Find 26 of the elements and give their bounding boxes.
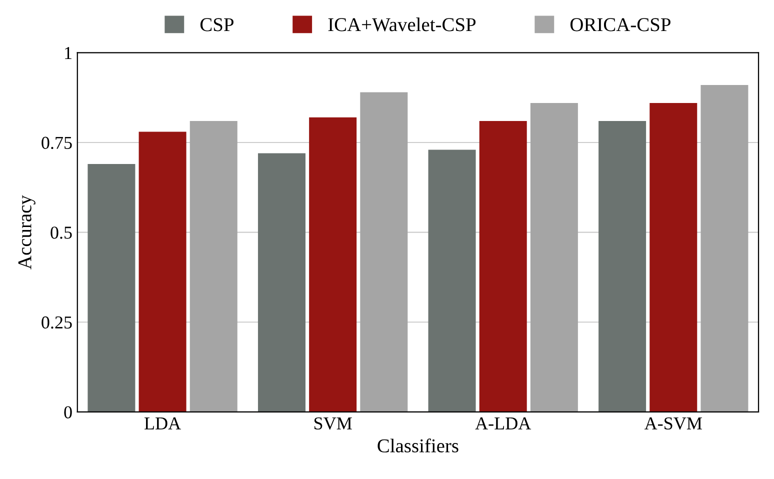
bar (650, 102, 698, 412)
x-tick-label: A-SVM (644, 417, 702, 430)
x-tick-label: LDA (144, 417, 181, 430)
bar (258, 153, 306, 412)
legend-label: ORICA-CSP (570, 18, 670, 32)
y-tick-label: 0.5 (50, 226, 72, 239)
legend-label: ICA+Wavelet-CSP (328, 18, 476, 32)
bar (190, 120, 238, 412)
x-axis-title: Classifiers (378, 438, 458, 452)
bar (88, 164, 136, 412)
y-tick-label: 0.75 (42, 136, 72, 150)
bar (598, 120, 646, 412)
bar (700, 85, 748, 412)
bar (479, 120, 527, 412)
x-tick-label: A-LDA (475, 417, 532, 430)
y-tick-label: 0 (64, 406, 72, 418)
y-tick-label: 1 (65, 47, 72, 59)
bar (428, 150, 476, 412)
y-tick-label: 0.25 (42, 316, 72, 329)
bar (360, 92, 408, 412)
bar (138, 132, 186, 412)
x-tick-label: SVM (314, 417, 352, 430)
bar (309, 117, 357, 412)
bar (530, 102, 578, 412)
y-axis-title: Accuracy (18, 195, 36, 270)
legend-label: CSP (200, 18, 234, 32)
